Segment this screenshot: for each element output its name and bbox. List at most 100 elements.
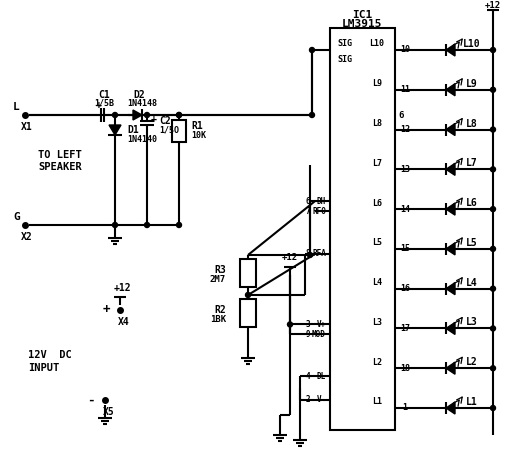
Text: 14: 14	[400, 205, 410, 213]
Polygon shape	[446, 323, 455, 335]
Text: LM3915: LM3915	[342, 19, 382, 29]
Text: L9: L9	[466, 79, 478, 89]
Text: 1N4140: 1N4140	[127, 134, 157, 143]
Text: L10: L10	[370, 39, 385, 48]
Text: X5: X5	[103, 407, 115, 417]
Text: X2: X2	[21, 232, 33, 242]
Text: L8: L8	[372, 119, 382, 128]
Text: RFA: RFA	[312, 250, 326, 258]
Text: 17: 17	[400, 324, 410, 333]
Text: 1/5O: 1/5O	[159, 126, 179, 134]
Circle shape	[490, 366, 496, 371]
Circle shape	[490, 405, 496, 410]
Text: 10K: 10K	[191, 131, 206, 139]
Text: SIG: SIG	[337, 39, 352, 48]
Text: G: G	[13, 212, 20, 222]
Text: L10: L10	[463, 39, 481, 49]
Circle shape	[177, 223, 181, 228]
Circle shape	[490, 48, 496, 53]
Text: 10: 10	[400, 46, 410, 54]
Text: L: L	[13, 102, 20, 112]
Polygon shape	[446, 243, 455, 255]
Text: L5: L5	[466, 238, 478, 248]
Text: 4: 4	[305, 372, 310, 381]
Text: L7: L7	[466, 158, 478, 168]
Text: 2: 2	[305, 395, 310, 404]
Text: 12: 12	[400, 125, 410, 134]
Text: +12: +12	[282, 253, 298, 261]
Text: SIG: SIG	[337, 55, 352, 64]
Text: 6: 6	[305, 197, 310, 206]
Text: SPEAKER: SPEAKER	[38, 162, 82, 172]
Circle shape	[144, 223, 150, 228]
Bar	[330, 28, 395, 430]
Circle shape	[309, 112, 314, 117]
Circle shape	[490, 326, 496, 331]
Text: TO LEFT: TO LEFT	[38, 150, 82, 160]
Text: +12: +12	[485, 1, 501, 11]
Text: L8: L8	[466, 118, 478, 128]
Text: V-: V-	[317, 395, 326, 404]
Polygon shape	[109, 125, 121, 135]
Polygon shape	[446, 163, 455, 175]
Text: 7: 7	[305, 207, 310, 216]
Text: IC1: IC1	[352, 10, 372, 20]
Text: L1: L1	[466, 397, 478, 407]
Polygon shape	[446, 123, 455, 136]
Text: 2M7: 2M7	[210, 276, 226, 285]
Text: L4: L4	[466, 278, 478, 287]
Text: +: +	[151, 114, 157, 124]
Text: DL: DL	[317, 372, 326, 381]
Text: L2: L2	[466, 357, 478, 367]
Bar	[240, 259, 256, 287]
Text: L1: L1	[372, 398, 382, 406]
Text: L2: L2	[372, 358, 382, 367]
Text: DH: DH	[317, 197, 326, 206]
Text: L5: L5	[372, 239, 382, 247]
Text: R1: R1	[191, 121, 203, 131]
Text: 8: 8	[305, 250, 310, 258]
Polygon shape	[446, 402, 455, 414]
Text: INPUT: INPUT	[28, 363, 59, 373]
Text: L7: L7	[372, 159, 382, 168]
Polygon shape	[446, 283, 455, 295]
Text: L6: L6	[466, 198, 478, 208]
Text: 3: 3	[305, 320, 310, 329]
Circle shape	[309, 48, 314, 53]
Circle shape	[490, 286, 496, 291]
Circle shape	[177, 112, 181, 117]
Circle shape	[245, 292, 250, 298]
Text: 1BK: 1BK	[210, 315, 226, 324]
Text: D2: D2	[133, 90, 145, 100]
Circle shape	[490, 246, 496, 251]
Text: +: +	[102, 303, 110, 317]
Text: L9: L9	[372, 79, 382, 88]
Circle shape	[113, 112, 117, 117]
Text: D1: D1	[127, 125, 139, 135]
Text: 15: 15	[400, 244, 410, 253]
Text: 12V  DC: 12V DC	[28, 350, 72, 360]
Text: 16: 16	[400, 284, 410, 293]
Text: RFO: RFO	[312, 207, 326, 216]
Text: 18: 18	[400, 364, 410, 373]
Circle shape	[113, 223, 117, 228]
Text: 1: 1	[402, 404, 408, 413]
Circle shape	[308, 253, 312, 257]
Polygon shape	[446, 84, 455, 96]
Text: 11: 11	[400, 85, 410, 94]
Text: X1: X1	[21, 122, 33, 132]
Circle shape	[288, 322, 292, 327]
Text: 1/5B: 1/5B	[94, 99, 114, 107]
Text: R2: R2	[214, 305, 226, 315]
Polygon shape	[133, 110, 142, 120]
Bar	[240, 299, 256, 327]
Text: -: -	[88, 393, 95, 406]
Text: L4: L4	[372, 278, 382, 287]
Text: 13: 13	[400, 165, 410, 174]
Circle shape	[490, 127, 496, 132]
Text: V+: V+	[317, 320, 326, 329]
Text: C1: C1	[98, 90, 110, 100]
Text: L3: L3	[466, 318, 478, 328]
Text: +: +	[96, 100, 102, 110]
Text: L6: L6	[372, 199, 382, 207]
